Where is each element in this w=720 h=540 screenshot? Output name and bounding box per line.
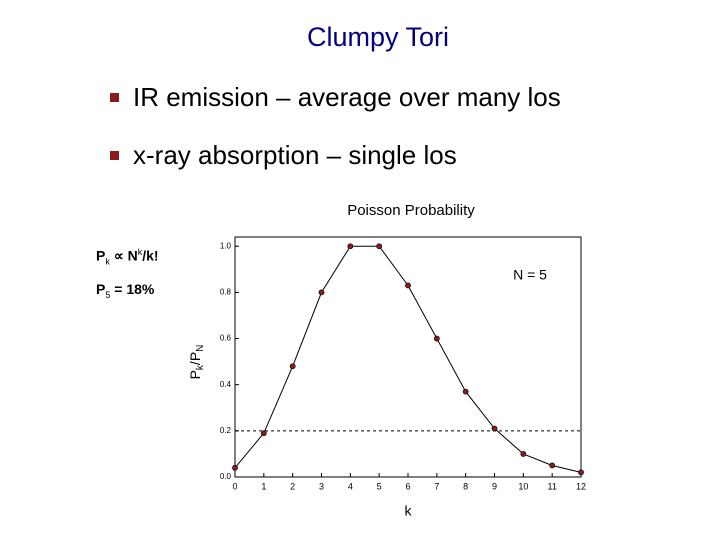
x-tick-label: 2 <box>290 481 295 491</box>
data-point <box>433 335 440 342</box>
note-part: P <box>96 281 106 297</box>
data-point <box>578 469 584 476</box>
data-point <box>232 464 238 471</box>
x-tick-label: 8 <box>463 481 468 491</box>
bullet-text: IR emission – average over many los <box>133 82 561 112</box>
data-point <box>520 451 527 457</box>
annotation: N = 5 <box>513 267 547 283</box>
x-tick-label: 11 <box>547 481 556 491</box>
x-tick-label: 0 <box>232 481 237 491</box>
data-point <box>260 430 267 437</box>
x-tick-label: 7 <box>434 481 439 491</box>
x-tick-label: 1 <box>261 481 266 491</box>
data-point <box>549 462 556 469</box>
p5-note: P5 = 18% <box>96 281 154 300</box>
y-tick-label: 0.0 <box>220 472 232 481</box>
formula-part: /k! <box>142 247 159 264</box>
data-point <box>405 282 411 289</box>
formula-part: k <box>137 247 143 257</box>
data-point <box>462 388 469 395</box>
data-point <box>347 243 354 250</box>
x-axis-label: k <box>405 503 413 519</box>
data-point <box>289 363 296 370</box>
formula-part: k <box>105 256 110 267</box>
bullet-marker <box>110 151 119 160</box>
x-tick-label: 6 <box>405 481 410 491</box>
x-tick-label: 10 <box>518 481 528 491</box>
y-axis-label: Pk/PN <box>187 345 206 380</box>
y-tick-label: 1.0 <box>220 241 232 250</box>
slide-title: Clumpy Tori <box>306 22 450 52</box>
x-tick-label: 3 <box>319 481 324 491</box>
x-tick-label: 5 <box>377 481 382 491</box>
formula-part: P <box>96 247 106 264</box>
x-tick-label: 12 <box>576 481 586 491</box>
y-tick-label: 0.2 <box>220 426 232 435</box>
bullet-text: x-ray absorption – single los <box>133 140 457 170</box>
y-tick-label: 0.4 <box>220 380 232 389</box>
y-label-part: /P <box>187 352 203 365</box>
x-tick-label: 4 <box>348 481 353 491</box>
data-point <box>376 243 383 250</box>
y-label-part: P <box>187 370 203 379</box>
note-part: = 18% <box>110 281 155 297</box>
bullet-marker <box>110 93 119 102</box>
y-tick-label: 0.6 <box>220 334 232 343</box>
y-label-part: N <box>195 345 206 352</box>
y-label-part: k <box>195 364 206 370</box>
formula-part: ∝ N <box>109 247 138 264</box>
data-point <box>318 289 325 296</box>
x-tick-label: 9 <box>492 481 497 491</box>
chart-title: Poisson Probability <box>347 202 475 219</box>
y-tick-label: 0.8 <box>220 287 232 296</box>
note-part: 5 <box>105 289 111 300</box>
data-point <box>491 425 498 432</box>
formula: Pk ∝ Nk/k! <box>96 247 159 266</box>
